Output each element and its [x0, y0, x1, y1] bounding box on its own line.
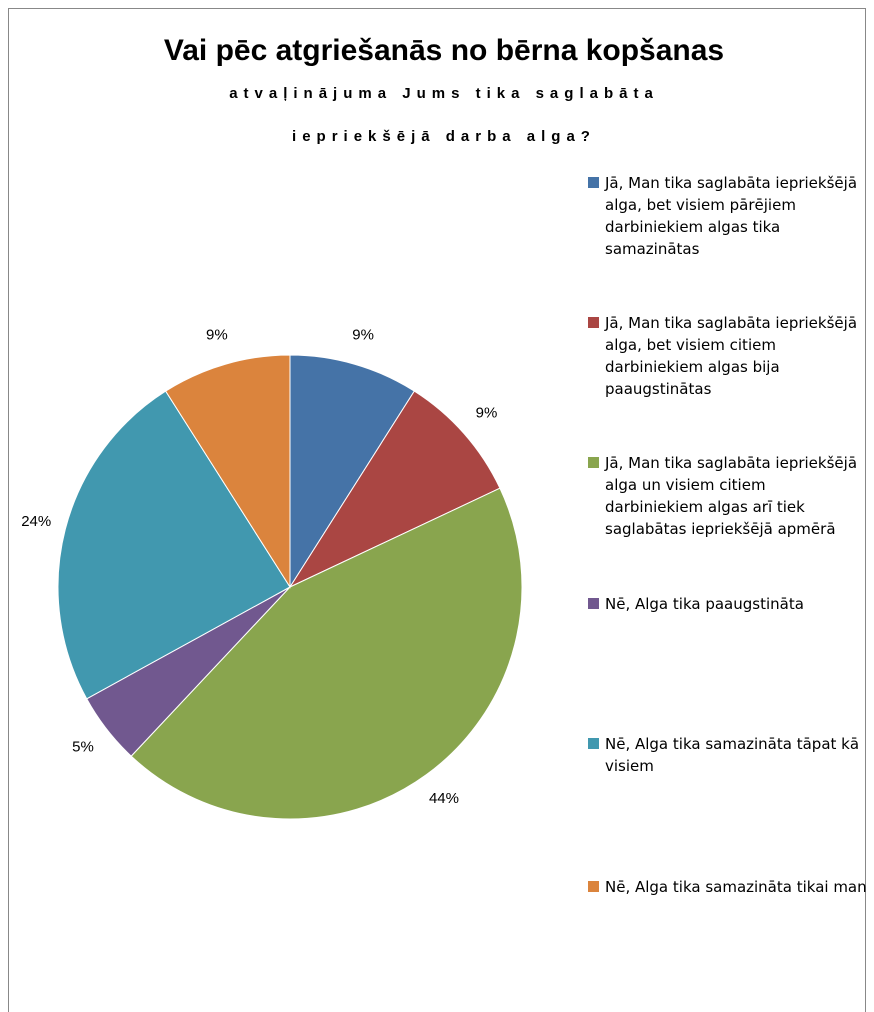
chart-subtitle: atvaļinājuma Jums tika saglabāta: [229, 85, 659, 102]
legend-item: Nē, Alga tika samazināta tāpat kā visiem: [588, 733, 868, 777]
data-label: 5%: [72, 739, 94, 756]
data-label: 44%: [429, 790, 459, 807]
legend-swatch: [588, 738, 599, 749]
legend-label: Nē, Alga tika samazināta tāpat kā visiem: [605, 735, 860, 775]
legend-item: Jā, Man tika saglabāta iepriekšējā alga,…: [588, 312, 868, 400]
chart-title: Vai pēc atgriešanās no bērna kopšanas: [164, 34, 724, 67]
legend-item: Jā, Man tika saglabāta iepriekšējā alga …: [588, 452, 868, 540]
legend-label: Jā, Man tika saglabāta iepriekšējā alga,…: [605, 314, 858, 398]
legend-item: Jā, Man tika saglabāta iepriekšējā alga,…: [588, 172, 868, 260]
legend-label: Nē, Alga tika samazināta tikai man: [605, 878, 867, 896]
pie-slice: [130, 487, 523, 820]
chart-subtitle: iepriekšējā darba alga?: [292, 128, 596, 145]
pie-slice: [288, 390, 501, 589]
legend-swatch: [588, 881, 599, 892]
pie-slice: [57, 390, 291, 700]
legend-label: Jā, Man tika saglabāta iepriekšējā alga …: [605, 454, 858, 538]
legend-swatch: [588, 598, 599, 609]
pie-slice: [164, 354, 291, 589]
legend-label: Nē, Alga tika paaugstināta: [605, 595, 804, 613]
legend-item: Nē, Alga tika samazināta tikai man: [588, 876, 868, 898]
data-label: 9%: [206, 326, 228, 343]
legend-label: Jā, Man tika saglabāta iepriekšējā alga,…: [605, 174, 858, 258]
legend-item: Nē, Alga tika paaugstināta: [588, 593, 868, 615]
legend-swatch: [588, 317, 599, 328]
pie-slice: [289, 354, 416, 589]
data-label: 24%: [21, 513, 51, 530]
data-label: 9%: [476, 405, 498, 422]
data-label: 9%: [352, 326, 374, 343]
legend-swatch: [588, 177, 599, 188]
legend-swatch: [588, 457, 599, 468]
